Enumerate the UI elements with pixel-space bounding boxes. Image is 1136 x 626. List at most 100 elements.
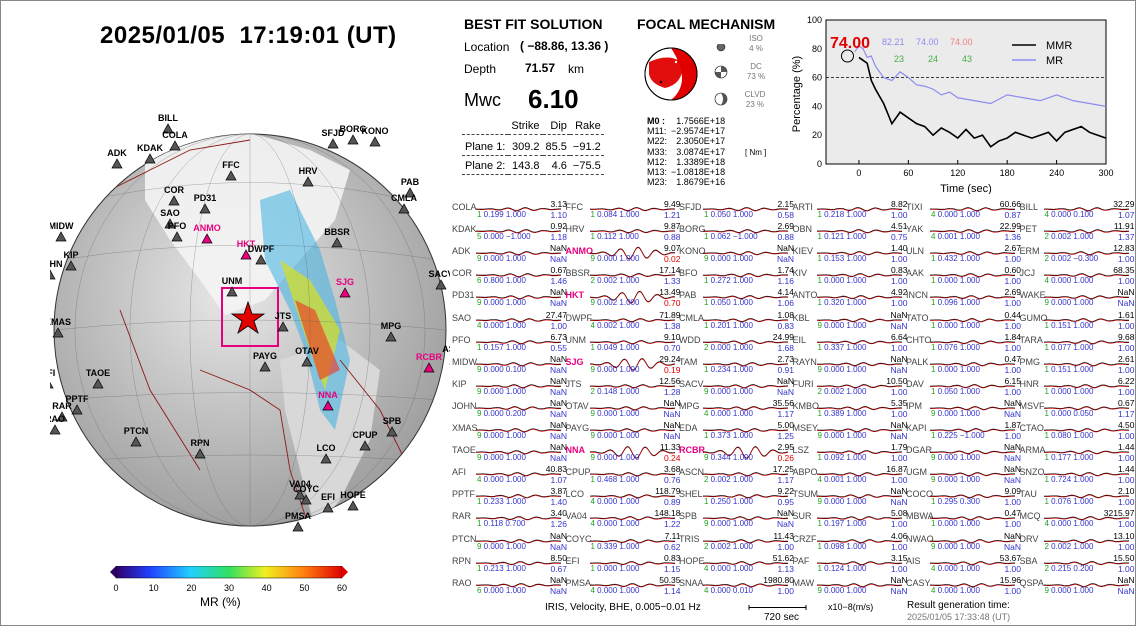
station-name: DWPF <box>565 312 593 323</box>
waveform-plot <box>816 582 902 588</box>
colorbar-tick-label: 60 <box>337 583 347 593</box>
station-variance: 1.87 <box>1004 420 1021 430</box>
station-marker-icon <box>327 138 339 149</box>
station-variance: NaN <box>549 243 567 254</box>
station-stats: 1 0.201 1.000 <box>704 320 753 330</box>
waveform-plot <box>703 446 788 459</box>
station-cell: ANTO 1 0.320 1.000 4.92 1.00 <box>793 287 910 309</box>
station-ratio: NaN <box>890 364 908 375</box>
station-name: RAO <box>452 577 472 588</box>
waveform-plot <box>703 538 788 543</box>
station-cell: JOHN 9 0.000 0.200 NaN NaN <box>452 398 569 420</box>
legend-mmr-label: MMR <box>1046 40 1072 52</box>
mr-bottom-value-3: 43 <box>962 54 972 64</box>
waveform-plot <box>1043 450 1129 455</box>
station-name: CPUP <box>565 467 591 478</box>
station-stats: 9 0.000 1.000 <box>590 254 640 264</box>
station-name: CHTO <box>906 334 932 345</box>
station-stats: 1 0.077 1.000 <box>1044 342 1094 352</box>
station-variance: NaN <box>549 397 567 408</box>
waveform-plot <box>816 229 902 234</box>
station-cell: RAR 1 0.118 0.700 3.40 1.26 <box>452 508 569 530</box>
station-cell: SNAA 4 0.000 0.010 1980.80 1.00 <box>679 575 796 597</box>
station-ratio: 1.37 <box>1117 232 1135 243</box>
station-marker-icon <box>52 327 64 338</box>
waveform-plot <box>589 291 675 305</box>
station-name: MCQ <box>1019 511 1041 522</box>
station-cell: TARA 1 0.077 1.000 9.68 1.00 <box>1020 332 1136 354</box>
mr-x-axis-label: Time (sec) <box>940 183 992 194</box>
waveform-plot <box>476 207 561 212</box>
station-map-label: VA04 <box>289 479 311 489</box>
station-cell: SJG 9 0.000 1.000 29.24 0.19 <box>566 354 683 376</box>
station-cell: SBA 2 0.215 0.200 15.50 1.00 <box>1020 553 1136 575</box>
station-ratio: 1.00 <box>550 320 567 331</box>
station-stats: 9 0.000 0.200 <box>477 408 526 418</box>
station-marker-icon <box>404 187 416 198</box>
tensor-component: M33: <box>647 146 668 157</box>
mmr-series-line <box>858 56 1107 148</box>
station-variance: 2.67 <box>1004 243 1021 254</box>
station-name: IPM <box>906 400 923 411</box>
station-map-label: XMAS <box>50 317 71 327</box>
waveform-plot <box>476 251 561 256</box>
data-source-info: IRIS, Velocity, BHE, 0.005−0.01 Hz <box>545 602 701 613</box>
station-cell: HNR 1 0.000 1.000 6.22 1.00 <box>1020 376 1136 398</box>
station-name: KAPI <box>906 423 927 433</box>
station-ratio: NaN <box>890 585 908 596</box>
nodal-planes-table: Strike Dip Rake Plane 1: 309.2 85.5 −91.… <box>462 118 604 177</box>
station-map-label: RAO <box>50 414 65 424</box>
station-marker-icon <box>199 203 211 214</box>
station-cell: NWAO 9 0.000 1.000 NaN NaN <box>906 531 1023 553</box>
waveform-plot <box>589 582 675 587</box>
station-name: MAW <box>792 577 815 588</box>
station-ratio: 1.00 <box>1117 431 1135 441</box>
waveform-plot <box>930 317 1015 322</box>
station-ratio: 1.00 <box>1117 541 1135 552</box>
station-stats: 1 0.320 1.000 <box>817 298 867 308</box>
station-map-label: SJG <box>336 277 354 287</box>
rake-header: Rake <box>575 120 601 132</box>
waveform-plot <box>930 383 1015 389</box>
station-cell: OTAV 9 0.000 1.000 NaN NaN <box>566 398 683 420</box>
station-name: KDAK <box>452 224 477 235</box>
station-variance: 9.09 <box>1004 486 1021 497</box>
station-cell: ARMA 1 0.177 1.000 1.44 1.00 <box>1020 442 1136 464</box>
station-ratio: 1.00 <box>890 254 908 265</box>
station-variance: 0.67 <box>550 265 567 276</box>
waveform-plot <box>476 494 561 499</box>
station-map-label: KDAK <box>137 143 163 153</box>
station-stats: 1 0.724 1.000 <box>1044 475 1094 485</box>
station-stats: 1 0.000 1.000 <box>931 519 980 529</box>
station-name: XMAS <box>452 423 478 433</box>
tensor-component: M23: <box>647 177 668 188</box>
station-map-label: SAO <box>160 208 180 218</box>
station-stats: 9 0.000 1.000 <box>1044 585 1094 595</box>
station-stats: 2 0.002 1.000 <box>704 541 753 551</box>
station-ratio: 0.87 <box>1004 210 1021 220</box>
station-cell: UGM 9 0.000 1.000 NaN NaN <box>906 464 1023 486</box>
station-cell: MAW 9 0.000 1.000 NaN NaN <box>793 575 910 597</box>
waveform-plot <box>930 207 1015 212</box>
station-cell: TAOE 9 0.000 1.000 NaN NaN <box>452 442 569 464</box>
waveform-plot <box>703 229 788 234</box>
station-stats: 1 0.049 1.000 <box>590 342 640 352</box>
station-ratio: NaN <box>549 408 567 419</box>
station-variance: 1980.80 <box>763 574 794 585</box>
station-ratio: 0.67 <box>550 563 567 574</box>
station-name: RCBR <box>679 445 705 456</box>
station-map-label: PMSA <box>285 511 312 521</box>
colorbar-tick-label: 40 <box>262 583 272 593</box>
waveform-plot <box>816 317 902 322</box>
generation-time-label: Result generation time: <box>907 600 1010 611</box>
station-ratio: 1.15 <box>663 563 681 574</box>
station-name: ULN <box>906 246 925 257</box>
station-marker-icon <box>259 361 271 372</box>
station-name: SBA <box>1019 555 1038 566</box>
mr-y-tick-label: 40 <box>812 101 822 111</box>
dc-label: DC <box>750 62 762 71</box>
station-ratio: 1.26 <box>550 519 567 530</box>
station-variance: 11.91 <box>1113 221 1135 232</box>
station-variance: 1.79 <box>890 442 908 453</box>
station-ratio: 0.83 <box>777 320 794 331</box>
